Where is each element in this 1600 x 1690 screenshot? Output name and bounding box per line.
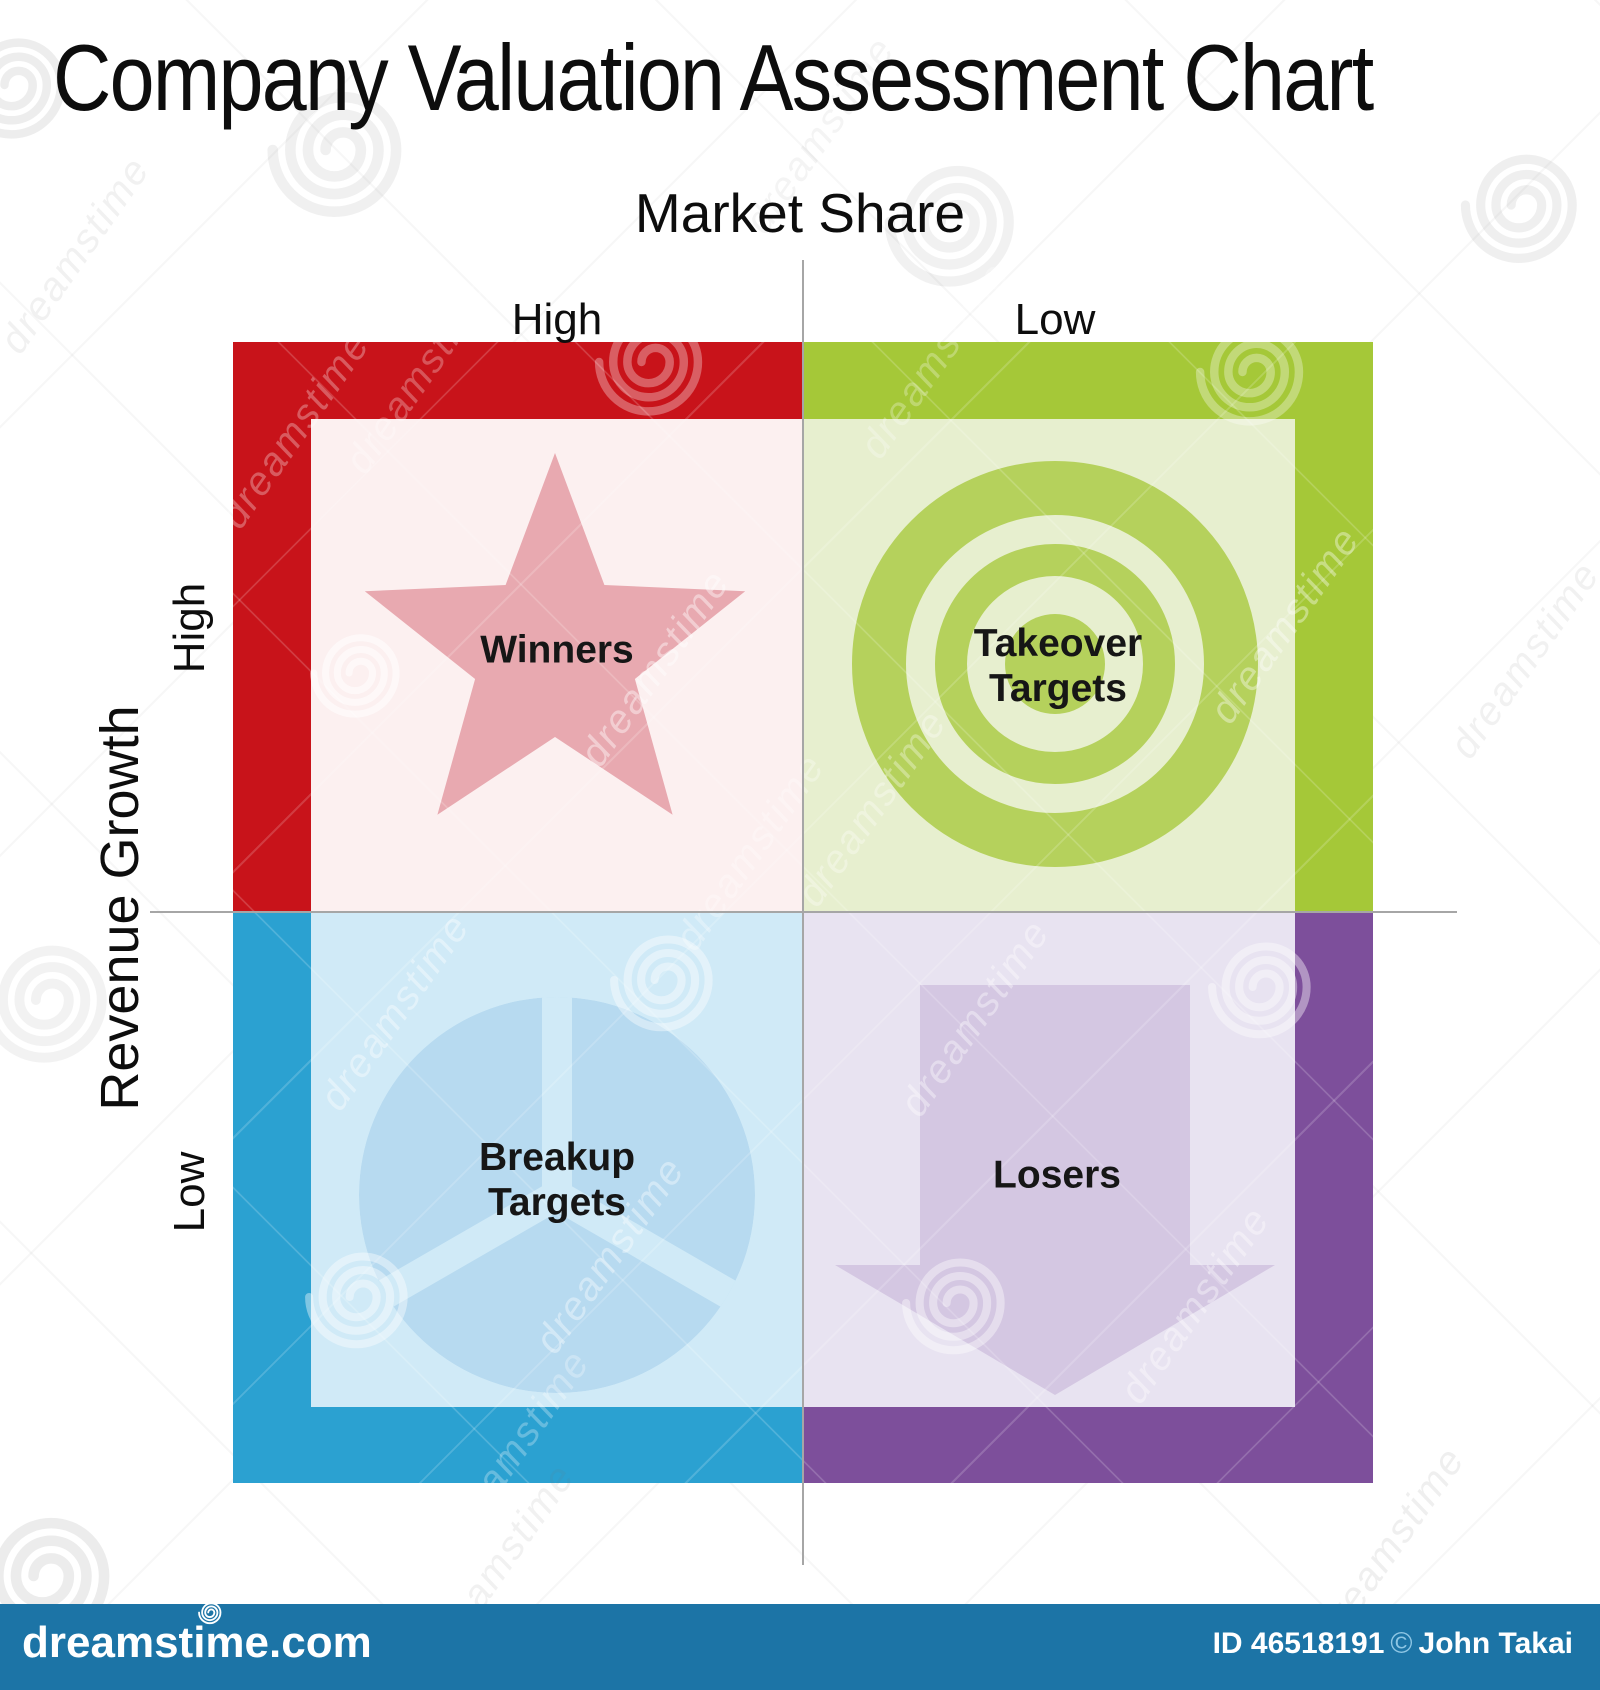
page-title: Company Valuation Assessment Chart xyxy=(53,25,1374,130)
watermark-text: dreamstime xyxy=(1441,553,1600,767)
y-axis-label-high: High xyxy=(165,582,214,674)
quadrant-label-line: Winners xyxy=(480,628,634,672)
pie-chart-icon xyxy=(359,997,755,1393)
footer-bar xyxy=(0,1604,1600,1690)
quadrant-label-takeover-targets: Takeover Targets xyxy=(974,621,1142,711)
quadrant-label-line: Breakup xyxy=(478,1136,636,1179)
copyright-icon: © xyxy=(1390,1627,1413,1660)
footer-image-id: ID 46518191 xyxy=(1212,1627,1385,1660)
footer-author: John Takai xyxy=(1418,1627,1573,1660)
quadrant-label-winners: Winners xyxy=(480,628,634,673)
footer-credit: ID 46518191 © John Takai xyxy=(1213,1629,1573,1659)
x-axis-label-high: High xyxy=(511,295,603,344)
quadrant-label-line: Losers xyxy=(993,1153,1121,1197)
watermark-spiral-icon xyxy=(1450,144,1580,266)
star-icon xyxy=(364,453,746,815)
quadrant-label-line: Targets xyxy=(988,667,1127,710)
footer-site-logo: dreamstime.com xyxy=(22,1618,372,1667)
quadrant-label-losers: Losers xyxy=(993,1153,1121,1198)
quadrant-label-line: Takeover xyxy=(973,622,1143,665)
x-axis-label-low: Low xyxy=(1014,295,1096,344)
bullseye-target-icon xyxy=(852,461,1258,867)
y-axis-divider-line xyxy=(802,260,804,1565)
y-axis-title: Revenue Growth xyxy=(90,705,150,1111)
x-axis-title: Market Share xyxy=(634,182,966,244)
watermark-text: dreamstime xyxy=(0,148,159,362)
y-axis-label-low: Low xyxy=(165,1151,214,1233)
quadrant-label-breakup-targets: Breakup Targets xyxy=(479,1135,635,1225)
footer-logo-spiral-icon xyxy=(198,1602,222,1625)
quadrant-label-line: Targets xyxy=(488,1181,626,1224)
